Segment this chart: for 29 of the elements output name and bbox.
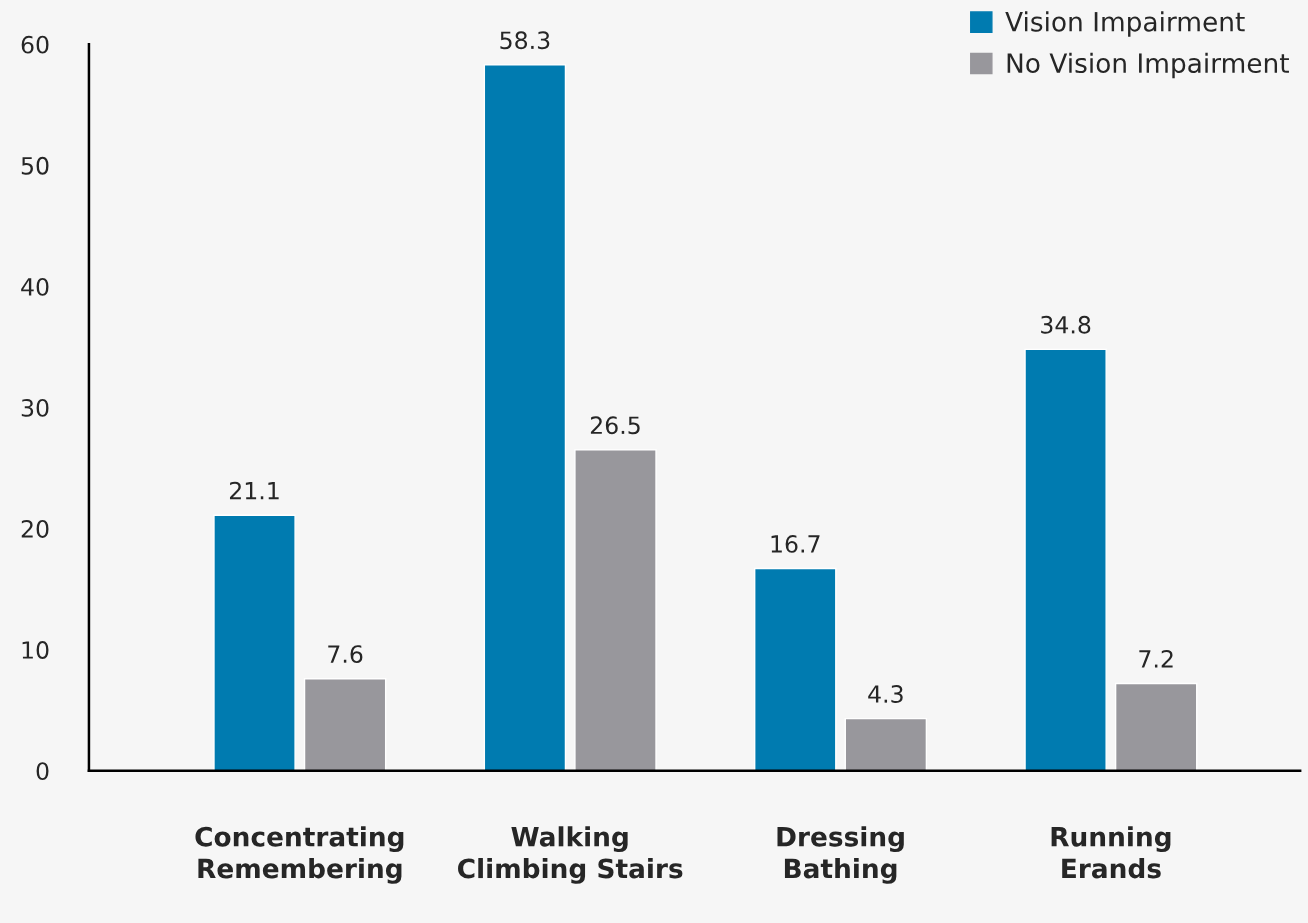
legend-label: Vision Impairment (1005, 11, 1245, 37)
y-tick-label: 0 (36, 762, 49, 781)
bar (1114, 682, 1198, 771)
y-tick-label: 10 (22, 641, 49, 659)
data-label: 7.2 (1139, 649, 1173, 668)
data-label: 58.3 (500, 31, 550, 50)
bar (213, 514, 296, 771)
bar (754, 567, 837, 771)
data-label: 21.1 (229, 481, 279, 500)
x-tick-label: Walking Climbing Stairs (458, 826, 683, 884)
bar (303, 677, 387, 771)
bar (844, 717, 928, 771)
data-label: 7.6 (328, 645, 363, 664)
bar (483, 64, 567, 771)
y-tick-label: 50 (21, 156, 49, 175)
y-tick-label: 60 (21, 35, 49, 54)
data-label: 26.5 (590, 416, 640, 435)
data-label: 16.7 (771, 534, 820, 553)
x-tick-label: Running Erands (1051, 826, 1171, 879)
x-tick-label: Concentrating Remembering (195, 826, 404, 884)
data-label: 34.8 (1041, 315, 1091, 334)
legend-label: No Vision Impairment (1007, 52, 1289, 79)
bar (574, 449, 657, 771)
y-tick-label: 30 (21, 398, 49, 417)
y-tick-label: 40 (21, 277, 49, 296)
y-tick-label: 20 (21, 520, 49, 538)
x-tick-label: Dressing Bathing (777, 826, 904, 884)
data-label: 4.3 (868, 685, 903, 703)
bar (1024, 348, 1107, 771)
